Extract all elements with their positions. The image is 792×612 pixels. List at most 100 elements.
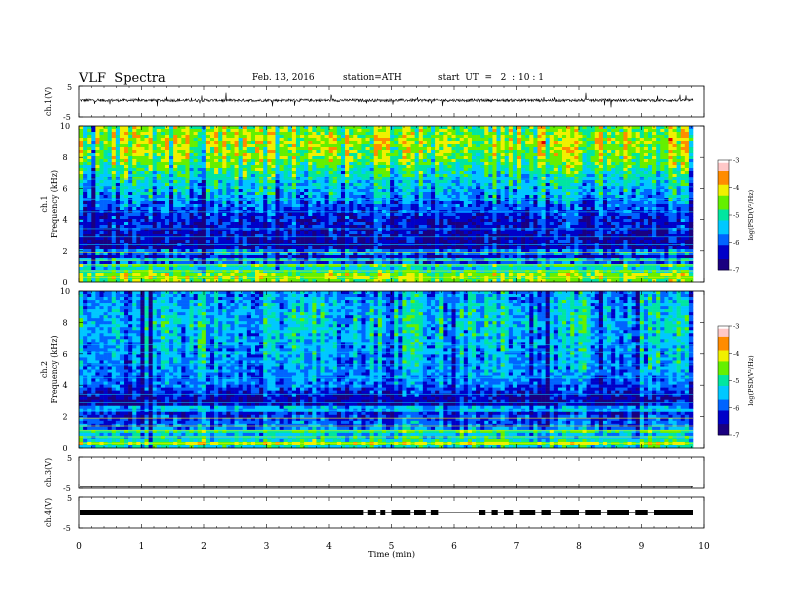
ch1_spectrogram-cell xyxy=(602,186,608,190)
ch1_spectrogram-cell xyxy=(484,132,489,136)
ch1_spectrogram-cell xyxy=(160,186,166,190)
ch1_spectrogram-cell xyxy=(140,216,145,220)
ch1_spectrogram-cell xyxy=(136,174,141,178)
ch1_spectrogram-cell xyxy=(156,222,162,226)
ch1_spectrogram-cell xyxy=(164,138,170,142)
ch1_spectrogram-cell xyxy=(271,135,276,139)
ch1_spectrogram-cell xyxy=(107,144,113,148)
ch1_spectrogram-cell xyxy=(345,147,350,151)
ch1_spectrogram-cell xyxy=(545,189,551,193)
ch1_spectrogram-cell xyxy=(451,174,456,178)
ch1_spectrogram-cell xyxy=(308,216,313,220)
ch1_spectrogram-cell xyxy=(435,132,440,136)
ch1_spectrogram-cell xyxy=(152,171,158,175)
ch1_spectrogram-cell xyxy=(332,195,338,199)
ch1_spectrogram-cell xyxy=(439,174,444,178)
ch1_spectrogram-cell xyxy=(656,141,661,145)
chart-title: VLF Spectra xyxy=(79,71,166,86)
ch1_spectrogram-cell xyxy=(611,156,616,160)
ch1_spectrogram-cell xyxy=(496,168,501,172)
ch1_spectrogram-cell xyxy=(590,162,596,166)
ch1_spectrogram-cell xyxy=(643,135,649,139)
ch1_spectrogram-cell xyxy=(574,183,579,187)
ch1_spectrogram-cell xyxy=(291,216,297,220)
ch1_spectrogram-cell xyxy=(656,207,661,211)
ch1_spectrogram-cell xyxy=(353,129,358,133)
ch1_spectrogram-cell xyxy=(447,168,452,172)
ch1_spectrogram-cell xyxy=(516,162,522,166)
ch1_spectrogram-cell xyxy=(246,183,252,187)
ch1_spectrogram-cell xyxy=(537,147,542,151)
ch1_spectrogram-cell xyxy=(652,141,657,145)
ch1_spectrogram-cell xyxy=(611,126,616,130)
ch1_spectrogram-cell xyxy=(426,213,432,217)
ch1_spectrogram-cell xyxy=(451,180,456,184)
ch1_spectrogram-cell xyxy=(177,135,182,139)
ch1_spectrogram-cell xyxy=(246,186,252,190)
ch1_spectrogram-cell xyxy=(480,132,485,136)
ch1_spectrogram-cell xyxy=(463,126,469,130)
ch1_spectrogram-cell xyxy=(312,174,317,178)
ch1_spectrogram-cell xyxy=(484,162,489,166)
ch1_spectrogram-cell xyxy=(336,222,342,226)
ch1_spectrogram-cell xyxy=(562,195,567,199)
ch1_spectrogram-cell xyxy=(435,162,440,166)
ch1_spectrogram-cell xyxy=(369,222,375,226)
ch1_spectrogram-cell xyxy=(205,159,211,163)
ch1_spectrogram-cell xyxy=(635,135,641,139)
ch1_spectrogram-cell xyxy=(308,180,313,184)
ch1_spectrogram-cell xyxy=(291,183,297,187)
ch1_spectrogram-cell xyxy=(304,156,309,160)
ch1_spectrogram-cell xyxy=(259,135,264,139)
ch1_spectrogram-cell xyxy=(627,165,632,169)
ch1_spectrogram-cell xyxy=(418,216,424,220)
ch1_spectrogram-cell xyxy=(369,144,375,148)
ch1_spectrogram-cell xyxy=(361,156,366,160)
ch1_spectrogram-cell xyxy=(647,171,653,175)
ch1_spectrogram-cell xyxy=(508,165,514,169)
ch1_spectrogram-cell xyxy=(340,165,346,169)
ch1_spectrogram-cell xyxy=(136,186,141,190)
ch1_spectrogram-cell xyxy=(209,192,215,196)
ch1_spectrogram-cell xyxy=(369,126,375,130)
ch1_spectrogram-cell xyxy=(320,165,325,169)
ch1_spectrogram-cell xyxy=(386,216,391,220)
ch1_spectrogram-cell xyxy=(508,189,514,193)
ch1_spectrogram-cell xyxy=(414,222,420,226)
ch1_spectrogram-cell xyxy=(508,201,514,205)
ch1_spectrogram-cell xyxy=(615,189,620,193)
ch1_spectrogram-cell xyxy=(521,141,526,145)
ch1_spectrogram-cell xyxy=(566,174,571,178)
ch1_spectrogram-cell xyxy=(201,183,207,187)
ch1_spectrogram-cell xyxy=(128,150,133,154)
ch1_spectrogram-cell xyxy=(308,219,313,223)
ch1_spectrogram-cell xyxy=(688,192,694,196)
ch1_spectrogram-cell xyxy=(320,180,325,184)
ch1_spectrogram-cell xyxy=(267,159,272,163)
ch1_spectrogram-cell xyxy=(87,207,92,211)
ch1_spectrogram-cell xyxy=(557,150,563,154)
ch1_spectrogram-cell xyxy=(533,189,538,193)
ch1_spectrogram-cell xyxy=(557,216,563,220)
ch1_spectrogram-cell xyxy=(218,135,223,139)
ch1_spectrogram-cell xyxy=(394,150,399,154)
ch1_spectrogram-cell xyxy=(439,213,444,217)
ch1_spectrogram-cell xyxy=(156,174,162,178)
ch1_spectrogram-cell xyxy=(148,159,153,163)
ch1_spectrogram-cell xyxy=(128,201,133,205)
ch1_spectrogram-cell xyxy=(394,138,399,142)
ch1_spectrogram-cell xyxy=(201,204,207,208)
ch1_spectrogram-cell xyxy=(398,201,403,205)
ch1_spectrogram-cell xyxy=(549,129,555,133)
ch1_spectrogram-cell xyxy=(627,186,632,190)
ch1_spectrogram-cell xyxy=(443,165,448,169)
ch1_spectrogram-cell xyxy=(451,138,456,142)
ch1_spectrogram-cell xyxy=(107,222,113,226)
ch1_spectrogram-cell xyxy=(173,195,178,199)
ch1_spectrogram-cell xyxy=(357,129,362,133)
ch1_spectrogram-cell xyxy=(95,189,100,193)
ch1_spectrogram-cell xyxy=(680,207,686,211)
ch1_spectrogram-cell xyxy=(181,192,186,196)
ch1_spectrogram-cell xyxy=(631,162,636,166)
ch1_spectrogram-cell xyxy=(541,135,546,139)
